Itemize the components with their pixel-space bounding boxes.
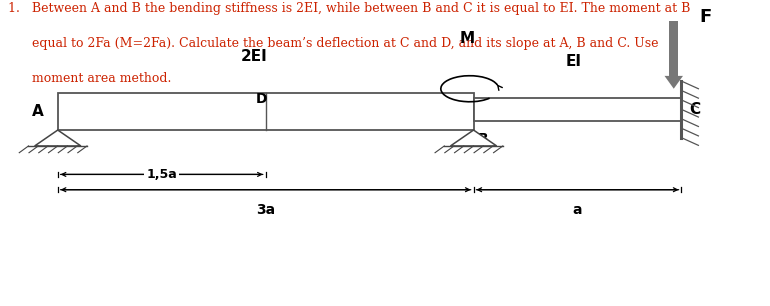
Text: moment area method.: moment area method. (8, 72, 171, 85)
Bar (474, 98, 681, 121)
Text: A: A (32, 104, 44, 119)
Text: 1,5a: 1,5a (146, 168, 177, 181)
Bar (669, 21, 678, 76)
Polygon shape (665, 76, 683, 89)
Text: 2EI: 2EI (241, 49, 267, 64)
Polygon shape (450, 130, 497, 146)
Text: F: F (699, 8, 711, 26)
Polygon shape (35, 130, 81, 146)
Text: equal to 2Fa (M=2Fa). Calculate the beam’s deflection at C and D, and its slope : equal to 2Fa (M=2Fa). Calculate the beam… (8, 37, 658, 50)
Text: 1.   Between A and B the bending stiffness is 2EI, while between B and C it is e: 1. Between A and B the bending stiffness… (8, 2, 690, 14)
Text: a: a (573, 203, 582, 218)
Text: EI: EI (566, 54, 581, 69)
Text: D: D (256, 91, 267, 106)
Text: 3a: 3a (256, 203, 275, 218)
Text: B: B (477, 132, 488, 146)
Bar (58, 93, 474, 130)
Text: C: C (689, 102, 700, 117)
Text: M: M (460, 31, 475, 46)
